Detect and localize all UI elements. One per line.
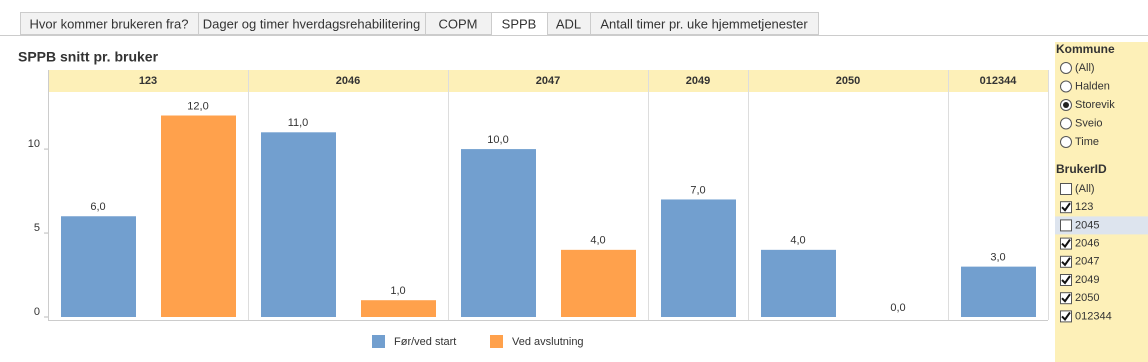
header-band: [48, 70, 1048, 92]
bar: [261, 132, 336, 317]
checkbox-label[interactable]: 2047: [1075, 256, 1099, 268]
radio-label[interactable]: Time: [1075, 136, 1099, 148]
radio[interactable]: [1060, 80, 1072, 93]
checkbox-label[interactable]: 2050: [1075, 292, 1099, 304]
value-label: 3,0: [990, 252, 1005, 264]
chart-title: SPPB snitt pr. bruker: [18, 49, 159, 65]
bar: [661, 199, 736, 317]
check[interactable]: [1061, 275, 1071, 285]
check[interactable]: [1061, 293, 1071, 303]
value-label: 4,0: [790, 235, 805, 247]
value-label: 11,0: [288, 117, 309, 129]
value-label: 6,0: [90, 201, 105, 213]
radio-dot[interactable]: [1063, 102, 1069, 108]
legend-label: Før/ved start: [394, 336, 456, 348]
check[interactable]: [1061, 202, 1071, 212]
check[interactable]: [1061, 257, 1071, 267]
radio-label[interactable]: Halden: [1075, 80, 1110, 92]
bar: [461, 149, 536, 317]
radio[interactable]: [1060, 117, 1072, 130]
tab-label[interactable]: Antall timer pr. uke hjemmetjenester: [600, 16, 808, 31]
bar: [361, 300, 436, 317]
filter-title: BrukerID: [1056, 162, 1107, 176]
value-label: 7,0: [690, 184, 705, 196]
bar: [161, 115, 236, 317]
panel-header: 2047: [536, 75, 560, 87]
checkbox[interactable]: [1060, 183, 1072, 195]
checkbox-label[interactable]: 2049: [1075, 274, 1099, 286]
value-label: 10,0: [487, 134, 508, 146]
tab[interactable]: [590, 12, 819, 35]
radio[interactable]: [1060, 62, 1072, 74]
panel-header: 012344: [980, 75, 1018, 87]
row-highlight: [1055, 216, 1148, 235]
bar: [761, 249, 836, 317]
tab-label[interactable]: Hvor kommer brukeren fra?: [30, 16, 189, 31]
check[interactable]: [1061, 239, 1071, 249]
filter-title: Kommune: [1056, 42, 1115, 56]
radio-label[interactable]: Storevik: [1075, 99, 1115, 111]
legend-swatch: [372, 335, 385, 348]
checkbox-label[interactable]: 012344: [1075, 310, 1112, 322]
check[interactable]: [1061, 311, 1071, 321]
bar: [61, 216, 136, 317]
radio-label[interactable]: Sveio: [1075, 117, 1103, 129]
checkbox[interactable]: [1060, 219, 1072, 232]
value-label: 4,0: [590, 235, 605, 247]
radio-label[interactable]: (All): [1075, 62, 1095, 74]
bar: [561, 249, 636, 317]
checkbox-label[interactable]: 2046: [1075, 238, 1099, 250]
tab-label[interactable]: COPM: [439, 16, 478, 31]
panel-header: 2049: [686, 75, 710, 87]
tab-label[interactable]: SPPB: [502, 16, 537, 31]
y-tick-label: 10: [28, 138, 40, 150]
panel-header: 123: [139, 75, 157, 87]
tab-label[interactable]: ADL: [556, 16, 581, 31]
checkbox-label[interactable]: 123: [1075, 201, 1093, 213]
checkbox-label[interactable]: (All): [1075, 183, 1095, 195]
checkbox-label[interactable]: 2045: [1075, 219, 1099, 231]
radio[interactable]: [1060, 136, 1072, 148]
panel-header: 2046: [336, 75, 360, 87]
tab-label[interactable]: Dager og timer hverdagsrehabilitering: [203, 16, 421, 31]
legend-swatch: [490, 335, 503, 348]
panel-header: 2050: [836, 75, 860, 87]
y-tick-label: 5: [34, 222, 40, 234]
bar: [961, 266, 1036, 317]
legend-label: Ved avslutning: [512, 336, 584, 348]
value-label: 0,0: [890, 302, 905, 314]
y-tick-label: 0: [34, 306, 40, 318]
value-label: 12,0: [187, 100, 208, 112]
value-label: 1,0: [390, 285, 405, 297]
